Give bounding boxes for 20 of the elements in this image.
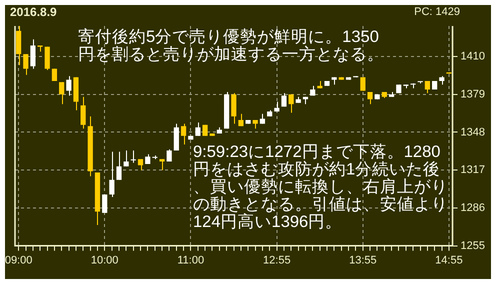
y-tick-label: 1286 (460, 202, 486, 214)
x-tick-label: 14:55 (435, 254, 463, 266)
annotation: 寄付後約5分で売り優勢が鮮明に。1350円を割ると売りが加速する一方となる。 (78, 27, 384, 64)
annotation: 9:59:23に1272円まで下落。1280円をはさむ攻防が約1分続いた後、買い優勢に転換し、右肩上がりの動きとなる。引値は、安値より124円高い1396円。 (193, 143, 448, 231)
x-tick-label: 10:00 (90, 254, 118, 266)
y-tick-label: 1317 (460, 164, 486, 176)
x-tick-label: 13:55 (349, 254, 377, 266)
y-tick-label: 1255 (460, 240, 486, 252)
text: PC: 1429 (414, 6, 460, 18)
candlestick (38, 45, 43, 52)
y-tick-label: 1410 (460, 50, 486, 63)
y-tick-label: 1348 (460, 126, 486, 138)
candlestick (403, 84, 408, 89)
candlestick (418, 81, 423, 84)
candlestick (210, 132, 215, 136)
x-tick-label: 12:55 (263, 254, 291, 266)
x-tick-label: 11:00 (177, 254, 204, 266)
chart-title: 2016.8.9 (10, 5, 58, 19)
y-tick-label: 1379 (460, 88, 486, 100)
x-tick-label: 09:00 (4, 254, 32, 266)
